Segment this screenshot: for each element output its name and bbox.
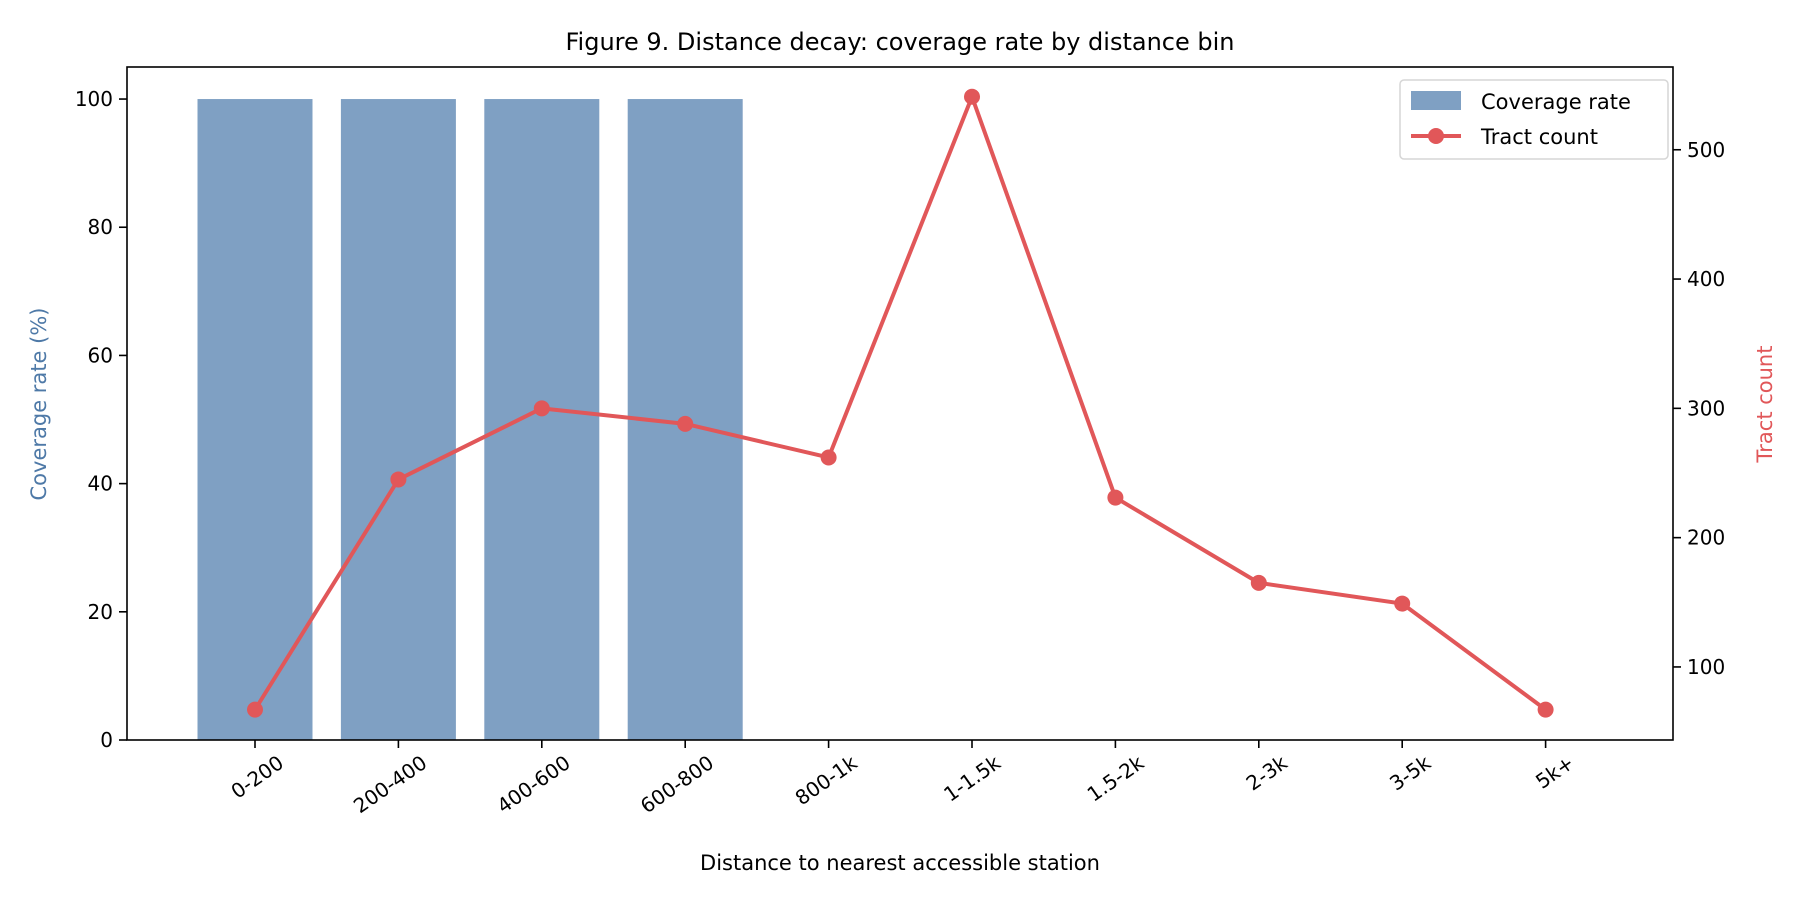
legend: Coverage rate Tract count	[1399, 79, 1669, 160]
right-y-tick-label: 100	[1687, 655, 1725, 679]
plot-frame	[126, 66, 1674, 741]
tract-count-marker-icon	[1394, 595, 1411, 612]
tract-count-polyline	[253, 94, 1547, 712]
left-y-tick-label: 60	[88, 343, 113, 367]
x-tick-label: 600-800	[636, 750, 718, 818]
legend-bar-swatch-icon	[1411, 91, 1461, 110]
legend-marker-icon	[1428, 128, 1444, 144]
x-tick-label: 400-600	[492, 750, 574, 818]
tract-count-marker-icon	[964, 88, 980, 105]
tract-count-marker-icon	[247, 701, 263, 718]
x-axis-ticks: 0-200 200-400 400-600 600-800 800-1k 1-1.5k 1.…	[226, 740, 1578, 818]
right-y-tick-label: 500	[1687, 138, 1725, 162]
left-y-tick-label: 40	[88, 472, 113, 496]
x-tick-label: 5k+	[1531, 750, 1578, 793]
left-y-tick-label: 0	[100, 728, 113, 752]
left-y-tick-label: 100	[75, 87, 113, 111]
bar-200-400	[340, 99, 456, 741]
coverage-rate-bars	[197, 99, 743, 741]
left-y-tick-label: 20	[88, 600, 113, 624]
bar-0-200	[197, 99, 313, 741]
chart-title: Figure 9. Distance decay: coverage rate …	[565, 28, 1234, 56]
bar-400-600	[484, 99, 600, 741]
x-tick-label: 1-1.5k	[939, 750, 1005, 806]
x-tick-label: 200-400	[349, 750, 431, 818]
x-tick-label: 3-5k	[1385, 750, 1435, 795]
right-y-tick-label: 200	[1687, 526, 1725, 550]
tract-count-marker-icon	[677, 415, 694, 432]
legend-label-tract-count: Tract count	[1480, 125, 1598, 149]
x-tick-label: 2-3k	[1242, 750, 1292, 795]
tract-count-marker-icon	[533, 400, 550, 417]
right-y-axis-ticks: 100 200 300 400 500	[1673, 138, 1725, 679]
left-y-axis-ticks: 0 20 40 60 80 100	[75, 87, 127, 752]
right-y-tick-label: 300	[1687, 396, 1725, 420]
x-tick-label: 800-1k	[791, 750, 862, 810]
legend-label-coverage-rate: Coverage rate	[1481, 90, 1631, 114]
tract-count-marker-icon	[1250, 574, 1267, 591]
tract-count-marker-icon	[820, 449, 837, 466]
left-y-tick-label: 80	[88, 215, 113, 239]
x-tick-label: 1.5-2k	[1083, 750, 1149, 806]
x-tick-label: 0-200	[226, 750, 287, 803]
left-y-axis-label: Coverage rate (%)	[27, 308, 51, 501]
tract-count-line	[247, 88, 1554, 718]
right-y-tick-label: 400	[1687, 267, 1725, 291]
tract-count-marker-icon	[1537, 701, 1554, 718]
legend-box	[1399, 79, 1669, 160]
right-y-axis-label: Tract count	[1753, 346, 1777, 464]
x-axis-label: Distance to nearest accessible station	[700, 851, 1100, 875]
tract-count-marker-icon	[390, 471, 407, 488]
tract-count-marker-icon	[1107, 489, 1124, 506]
